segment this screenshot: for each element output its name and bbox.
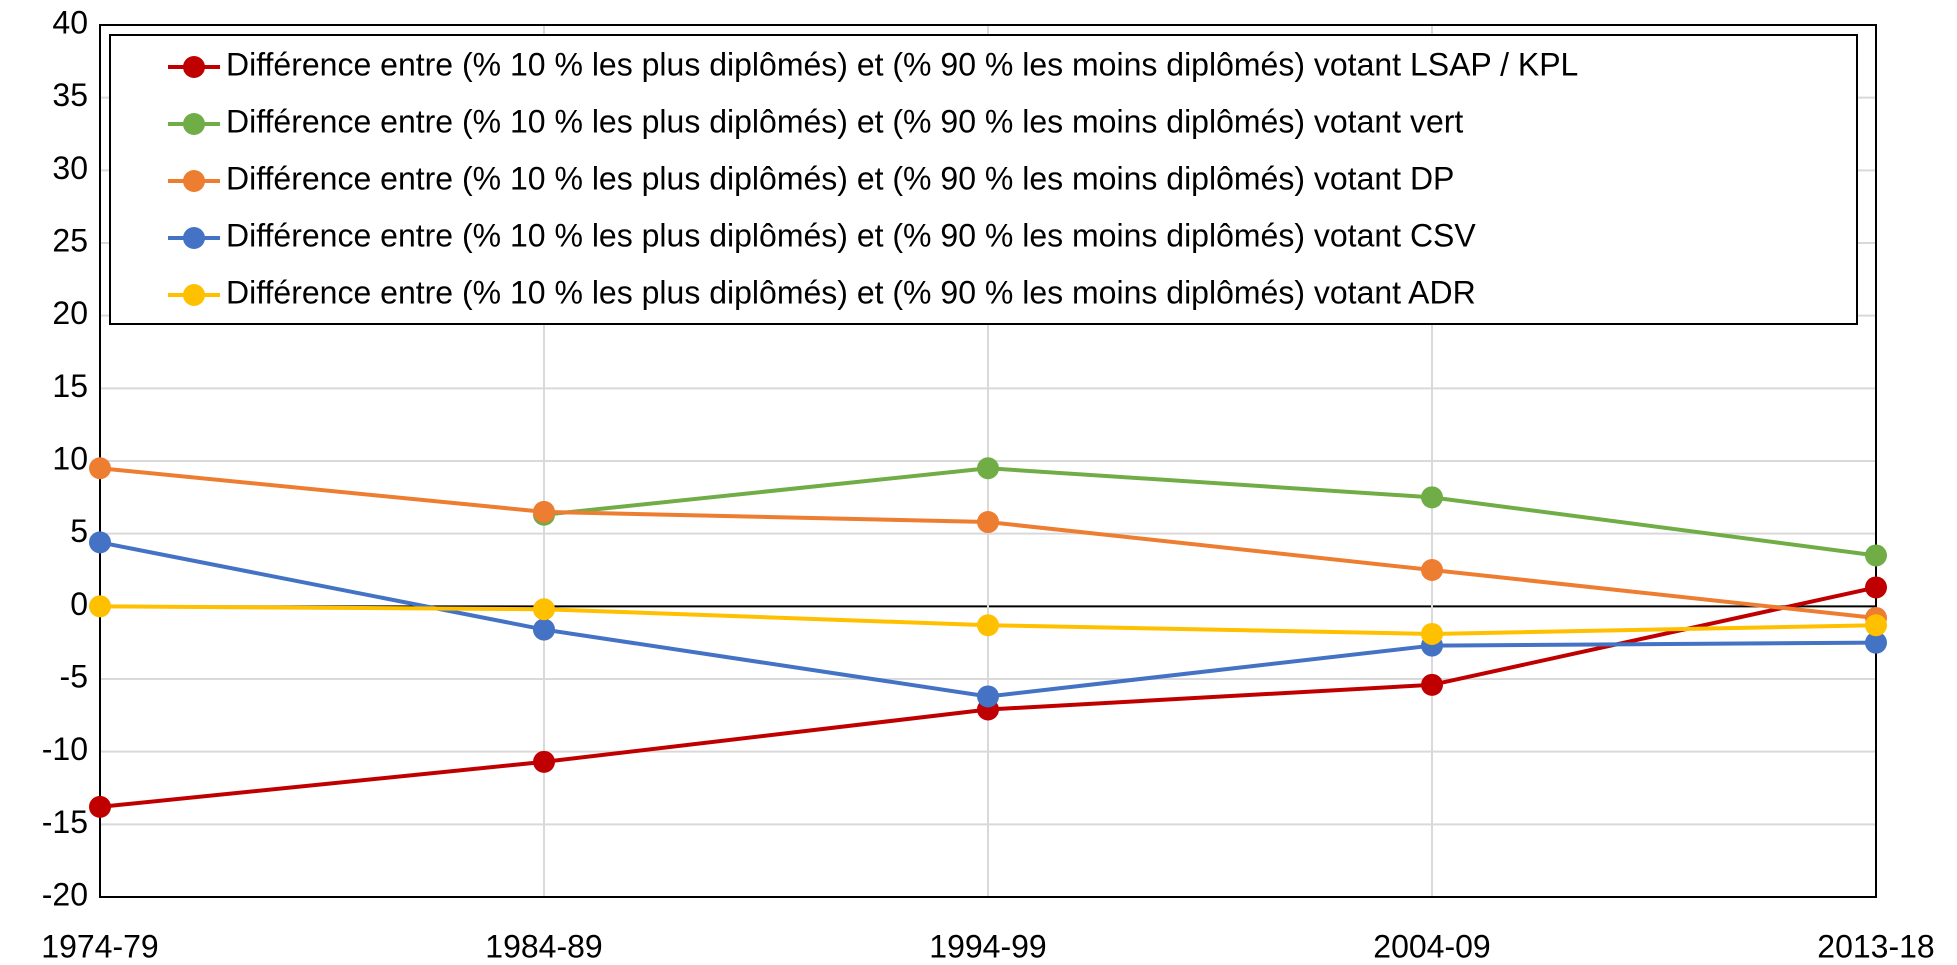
legend-label: Différence entre (% 10 % les plus diplôm… xyxy=(226,274,1476,310)
legend-marker xyxy=(183,227,205,249)
legend-marker xyxy=(183,170,205,192)
y-tick-label: -15 xyxy=(42,804,88,840)
marker xyxy=(533,500,555,523)
marker xyxy=(89,595,111,618)
y-tick-label: 15 xyxy=(52,368,88,404)
x-tick-label: 2013-18 xyxy=(1817,928,1934,964)
x-tick-label: 1994-99 xyxy=(929,928,1046,964)
marker xyxy=(89,457,111,480)
marker xyxy=(89,795,111,818)
marker xyxy=(1865,576,1887,599)
x-tick-label: 1984-89 xyxy=(485,928,602,964)
y-tick-label: 5 xyxy=(70,513,88,549)
y-tick-label: 10 xyxy=(52,440,88,476)
marker xyxy=(1865,631,1887,654)
marker xyxy=(1421,559,1443,581)
marker xyxy=(89,531,111,554)
x-tick-label: 2004-09 xyxy=(1373,928,1490,964)
series-line xyxy=(543,466,1877,558)
legend-marker xyxy=(183,284,205,306)
marker xyxy=(533,618,555,641)
y-tick-label: 35 xyxy=(52,77,88,113)
legend-marker xyxy=(183,56,205,78)
marker xyxy=(1865,544,1887,567)
marker xyxy=(977,685,999,708)
legend-marker xyxy=(183,113,205,135)
y-tick-label: 20 xyxy=(52,295,88,331)
y-tick-label: -5 xyxy=(60,658,88,694)
legend-label: Différence entre (% 10 % les plus diplôm… xyxy=(226,217,1476,253)
legend-label: Différence entre (% 10 % les plus diplôm… xyxy=(226,46,1578,82)
y-tick-label: -20 xyxy=(42,876,88,912)
y-tick-label: 0 xyxy=(70,586,88,622)
y-tick-label: 30 xyxy=(52,150,88,186)
marker xyxy=(533,598,555,621)
marker xyxy=(1421,486,1443,509)
marker xyxy=(1421,673,1443,696)
y-tick-label: 25 xyxy=(52,222,88,258)
marker xyxy=(977,614,999,637)
marker xyxy=(533,750,555,773)
marker xyxy=(1865,614,1887,637)
marker xyxy=(1421,622,1443,645)
marker xyxy=(977,457,999,480)
marker xyxy=(977,511,999,534)
legend-label: Différence entre (% 10 % les plus diplôm… xyxy=(226,160,1454,196)
y-tick-label: -10 xyxy=(42,731,88,767)
legend-label: Différence entre (% 10 % les plus diplôm… xyxy=(226,103,1463,139)
legend-box xyxy=(109,34,1858,325)
x-tick-label: 1974-79 xyxy=(41,928,158,964)
y-tick-label: 40 xyxy=(52,4,88,40)
